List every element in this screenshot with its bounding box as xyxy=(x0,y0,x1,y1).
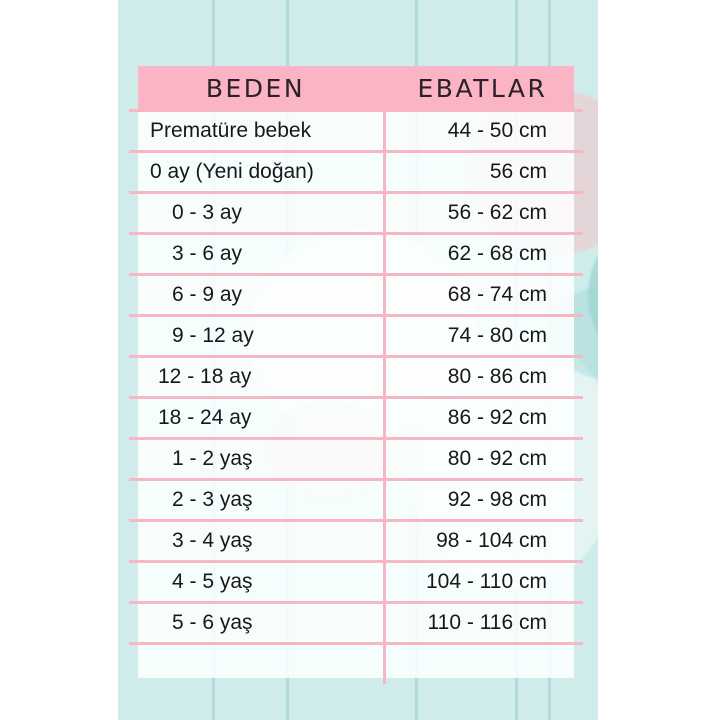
table-row: 1 - 2 yaş 80 - 92 cm xyxy=(129,437,583,479)
table-body: Prematüre bebek 44 - 50 cm 0 ay (Yeni doğa… xyxy=(129,109,583,678)
table-row: Prematüre bebek 44 - 50 cm xyxy=(129,109,583,151)
table-row xyxy=(129,642,583,678)
cell-dimension: 56 cm xyxy=(489,159,547,183)
column-divider xyxy=(383,110,386,678)
table-row: 12 - 18 ay 80 - 86 cm xyxy=(129,355,583,397)
cell-dimension: 98 - 104 cm xyxy=(436,528,547,552)
table-row: 0 - 3 ay 56 - 62 cm xyxy=(129,191,583,233)
column-header-dimension: EBATLAR xyxy=(417,73,548,103)
column-header-size: BEDEN xyxy=(205,73,306,103)
cell-dimension xyxy=(383,643,574,678)
table-row: 2 - 3 yaş 92 - 98 cm xyxy=(129,478,583,520)
cell-size: 9 - 12 ay xyxy=(172,323,254,347)
cell-dimension: 86 - 92 cm xyxy=(447,405,547,429)
cell-dimension: 74 - 80 cm xyxy=(447,323,547,347)
column-divider-tail xyxy=(383,656,386,684)
decorative-blob xyxy=(588,215,598,375)
cell-dimension: 104 - 110 cm xyxy=(425,569,547,593)
table-row: 0 ay (Yeni doğan) 56 cm xyxy=(129,150,583,192)
cell-size: 5 - 6 yaş xyxy=(172,610,253,634)
cell-size: 18 - 24 ay xyxy=(158,405,252,429)
cell-dimension: 44 - 50 cm xyxy=(447,118,547,142)
cell-size: 0 - 3 ay xyxy=(172,200,243,224)
cell-dimension: 56 - 62 cm xyxy=(447,200,547,224)
table-header-row: BEDEN EBATLAR xyxy=(138,66,574,110)
table-row: 6 - 9 ay 68 - 74 cm xyxy=(129,273,583,315)
cell-dimension: 80 - 92 cm xyxy=(447,446,547,470)
cell-dimension: 92 - 98 cm xyxy=(447,487,547,511)
table-row: 3 - 6 ay 62 - 68 cm xyxy=(129,232,583,274)
cell-dimension: 80 - 86 cm xyxy=(447,364,547,388)
size-table: BEDEN EBATLAR Prematüre bebek 44 - 50 cm 0… xyxy=(129,66,583,678)
cell-size: 4 - 5 yaş xyxy=(172,569,253,593)
table-row: 9 - 12 ay 74 - 80 cm xyxy=(129,314,583,356)
cell-size: 12 - 18 ay xyxy=(158,364,252,388)
cell-size: Prematüre bebek xyxy=(150,118,312,142)
table-row: 3 - 4 yaş 98 - 104 cm xyxy=(129,519,583,561)
cell-size: 6 - 9 ay xyxy=(172,282,243,306)
cell-dimension: 62 - 68 cm xyxy=(447,241,547,265)
cell-size xyxy=(138,643,383,678)
cell-dimension: 110 - 116 cm xyxy=(427,610,547,634)
cell-size: 3 - 4 yaş xyxy=(172,528,253,552)
table-row: 18 - 24 ay 86 - 92 cm xyxy=(129,396,583,438)
table-row: 4 - 5 yaş 104 - 110 cm xyxy=(129,560,583,602)
cell-size: 0 ay (Yeni doğan) xyxy=(150,159,314,183)
cell-dimension: 68 - 74 cm xyxy=(447,282,547,306)
cell-size: 1 - 2 yaş xyxy=(172,446,253,470)
table-row: 5 - 6 yaş 110 - 116 cm xyxy=(129,601,583,643)
cell-size: 3 - 6 ay xyxy=(172,241,243,265)
cell-size: 2 - 3 yaş xyxy=(172,487,253,511)
